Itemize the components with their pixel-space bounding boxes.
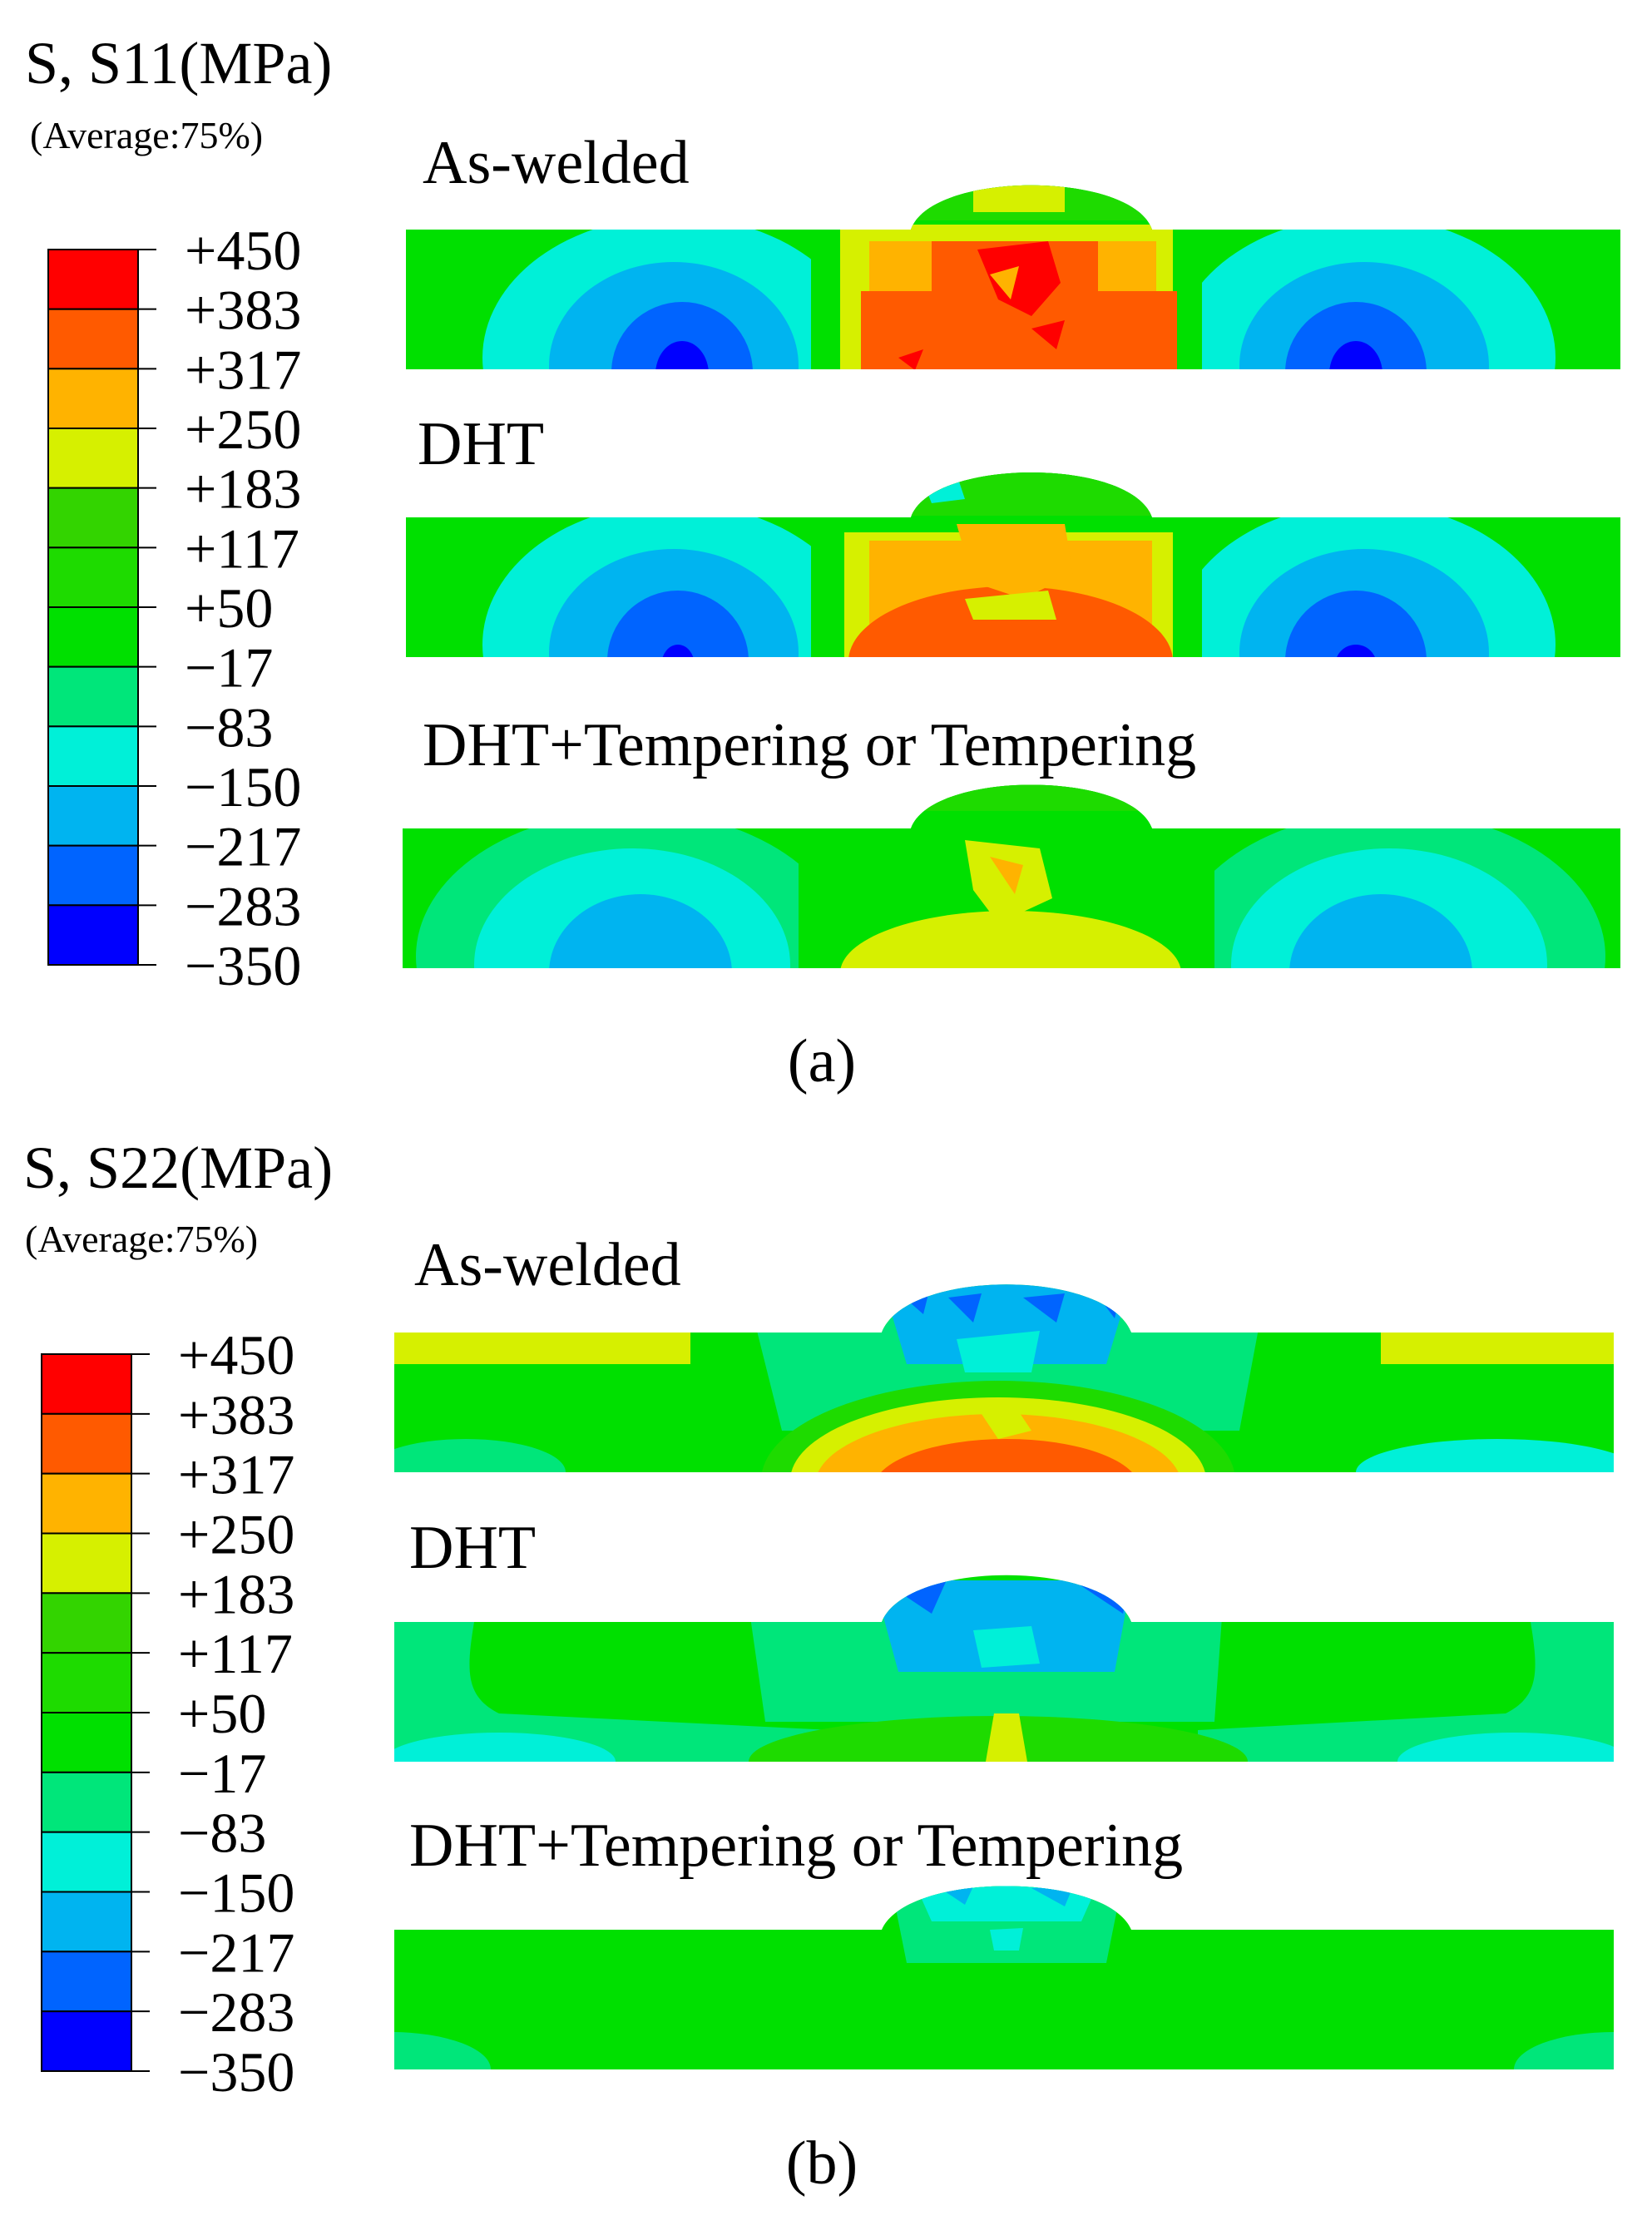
legend-tick-label: −150 — [185, 755, 301, 818]
legend-swatch — [47, 487, 139, 549]
legend-tick-label: −150 — [178, 1862, 294, 1925]
panel-caption: (b) — [786, 2129, 858, 2198]
legend-swatch — [41, 1532, 132, 1595]
legend-tick-label: −283 — [185, 874, 301, 937]
contour-plot-tempering — [403, 784, 1620, 968]
legend-swatch — [47, 546, 139, 608]
legend-tick-label: −217 — [185, 815, 301, 878]
legend-tick-label: −283 — [178, 1980, 294, 2044]
legend-tick-label: +450 — [185, 219, 301, 282]
legend-swatch — [47, 428, 139, 489]
legend-tick-label: −350 — [178, 2040, 294, 2104]
legend-title: S, S11(MPa) — [25, 30, 332, 96]
legend-tick-label: +50 — [178, 1682, 266, 1745]
case-label-as-welded: As-welded — [414, 1231, 681, 1299]
case-label-dht: DHT — [418, 410, 544, 478]
legend-tick-label: +450 — [178, 1323, 294, 1387]
legend-tick-label: +317 — [185, 338, 301, 401]
legend-swatch — [41, 1831, 132, 1893]
panel-b: S, S22(MPa) (Average:75%) +450+383+317+2… — [23, 1135, 1614, 2198]
legend-tick-label: −17 — [185, 636, 273, 700]
legend-swatch — [47, 665, 139, 728]
legend-swatch — [41, 1891, 132, 1953]
legend-swatch — [41, 1771, 132, 1833]
case-label-dht-tempering: DHT+Tempering or Tempering — [409, 1812, 1183, 1880]
legend-swatch — [47, 308, 139, 370]
legend-tick-label: +117 — [185, 517, 299, 580]
legend-tick-label: +383 — [178, 1383, 294, 1446]
case-label-dht: DHT — [409, 1514, 536, 1582]
legend-tick-label: +117 — [178, 1622, 293, 1685]
legend-tick-label: −83 — [185, 695, 273, 759]
panel-a: S, S11(MPa) (Average:75%) +450+383+317+2… — [25, 30, 1620, 1095]
contour-plot-dht — [394, 1575, 1614, 1762]
legend-tick-label: +250 — [185, 398, 301, 461]
contour-plot-tempering — [394, 1886, 1614, 2069]
legend-title: S, S22(MPa) — [23, 1135, 333, 1201]
color-legend: +450+383+317+250+183+117+50−17−83−150−21… — [41, 1323, 294, 2104]
legend-tick-label: +50 — [185, 576, 273, 640]
case-label-dht-tempering: DHT+Tempering or Tempering — [423, 711, 1196, 779]
legend-swatch — [41, 1472, 132, 1535]
contour-plot-as-welded — [394, 1284, 1614, 1472]
legend-tick-label: +383 — [185, 279, 301, 342]
legend-swatch — [41, 1412, 132, 1475]
legend-tick-label: −83 — [178, 1802, 266, 1865]
color-legend: +450+383+317+250+183+117+50−17−83−150−21… — [47, 219, 301, 997]
case-label-as-welded: As-welded — [423, 129, 690, 197]
panel-caption: (a) — [788, 1027, 856, 1095]
legend-swatch — [41, 1652, 132, 1713]
legend-tick-label: −217 — [178, 1921, 294, 1984]
legend-subtitle: (Average:75%) — [25, 1218, 258, 1260]
legend-swatch — [47, 725, 139, 787]
legend-tick-label: −17 — [178, 1742, 266, 1805]
legend-swatch — [47, 249, 139, 310]
legend-swatch — [47, 368, 139, 430]
legend-swatch — [41, 2010, 132, 2073]
legend-swatch — [41, 1951, 132, 2013]
legend-tick-label: −350 — [185, 934, 301, 997]
legend-subtitle: (Average:75%) — [30, 114, 263, 156]
legend-tick-label: +183 — [178, 1562, 294, 1625]
legend-swatch — [41, 1712, 132, 1773]
legend-swatch — [41, 1592, 132, 1654]
legend-swatch — [47, 785, 139, 847]
legend-swatch — [41, 1353, 132, 1415]
legend-swatch — [47, 904, 139, 967]
contour-plot-as-welded — [406, 185, 1620, 369]
legend-tick-label: +250 — [178, 1503, 294, 1566]
legend-swatch — [47, 606, 139, 668]
legend-swatch — [47, 844, 139, 907]
legend-tick-label: +317 — [178, 1443, 294, 1506]
legend-tick-label: +183 — [185, 457, 301, 521]
